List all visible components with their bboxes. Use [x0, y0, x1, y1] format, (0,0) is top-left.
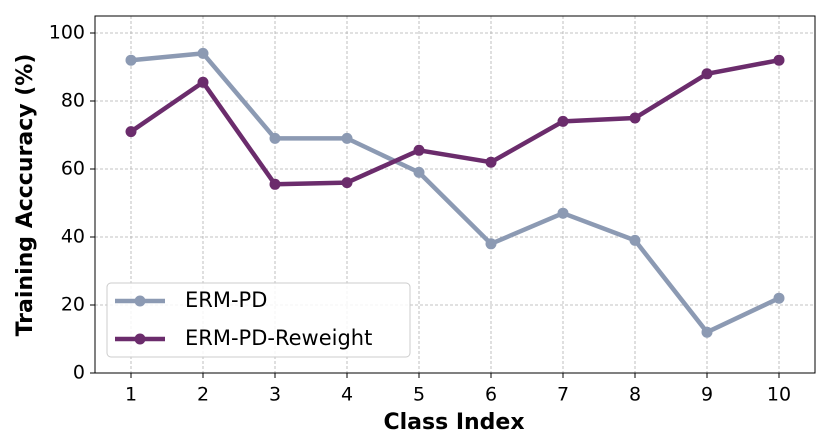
point [701, 68, 713, 80]
y-tick-label: 40 [61, 226, 85, 248]
point [557, 115, 569, 127]
x-tick-label: 4 [341, 384, 353, 406]
point [701, 326, 713, 338]
point [197, 76, 209, 88]
point [485, 238, 497, 250]
legend-marker [134, 295, 146, 307]
x-tick-label: 10 [767, 384, 791, 406]
x-tick-label: 6 [485, 384, 497, 406]
point [773, 54, 785, 66]
y-tick-label: 60 [61, 158, 85, 180]
y-tick-label: 80 [61, 90, 85, 112]
x-tick-label: 7 [557, 384, 569, 406]
x-tick-label: 2 [197, 384, 209, 406]
y-tick-label: 0 [73, 362, 85, 384]
y-tick-label: 20 [61, 294, 85, 316]
point [773, 292, 785, 304]
plot-frame [94, 15, 816, 374]
y-tick-label: 100 [49, 22, 85, 44]
series-line [130, 51, 780, 335]
x-tick-label: 8 [629, 384, 641, 406]
point [629, 112, 641, 124]
point [269, 178, 281, 190]
point [341, 177, 353, 189]
point [413, 166, 425, 178]
point [413, 144, 425, 156]
legend-label: ERM-PD-Reweight [185, 326, 372, 350]
point [269, 132, 281, 144]
x-axis-label: Class Index [383, 410, 524, 435]
point [125, 54, 137, 66]
legend-marker [134, 333, 146, 345]
legend-label: ERM-PD [185, 288, 267, 312]
x-tick-label: 5 [413, 384, 425, 406]
point [629, 234, 641, 246]
point [341, 132, 353, 144]
x-tick-label: 3 [269, 384, 281, 406]
point [125, 126, 137, 138]
legend-box [106, 282, 411, 358]
series-line [129, 57, 780, 187]
x-tick-label: 9 [701, 384, 713, 406]
point [197, 47, 209, 59]
point [557, 207, 569, 219]
y-axis-label: Training Acccuracy (%) [13, 54, 38, 337]
x-tick-label: 1 [125, 384, 137, 406]
point [485, 156, 497, 168]
